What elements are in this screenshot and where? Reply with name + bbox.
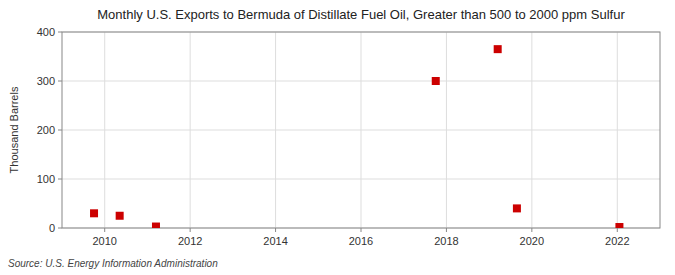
tick-y: [58, 179, 62, 180]
grid-line-x: [617, 32, 618, 228]
point: [494, 45, 502, 53]
point: [116, 212, 124, 220]
title: Monthly U.S. Exports to Bermuda of Disti…: [97, 7, 625, 22]
plot-frame: [62, 32, 660, 228]
tick-x: [361, 228, 362, 232]
tick-y: [58, 32, 62, 33]
tick-label-y: 300: [37, 75, 55, 87]
grid-line-x: [446, 32, 447, 228]
point: [90, 209, 98, 217]
point: [432, 77, 440, 85]
source-note: Source: U.S. Energy Information Administ…: [8, 258, 218, 269]
tick-label-x: 2012: [178, 235, 202, 247]
y-axis-label: Thousand Barrels: [8, 86, 20, 173]
tick-label-x: 2020: [520, 235, 544, 247]
tick-label-y: 0: [49, 222, 55, 234]
tick-x: [275, 228, 276, 232]
plot-area: [62, 32, 660, 228]
grid: [62, 32, 660, 228]
tick-label-x: 2022: [605, 235, 629, 247]
tick-label-x: 2018: [434, 235, 458, 247]
tick-x: [617, 228, 618, 232]
point: [513, 204, 521, 212]
tick-y: [58, 228, 62, 229]
tick-y: [58, 130, 62, 131]
tick-x: [104, 228, 105, 232]
tick-label-y: 200: [37, 124, 55, 136]
chart: 0 100 200 300 400 2010 2012 2014 2016 2018 2020 202…: [0, 0, 675, 275]
tick-label-x: 2014: [263, 235, 287, 247]
tick-x: [446, 228, 447, 232]
grid-line-x: [104, 32, 105, 228]
tick-x: [531, 228, 532, 232]
point: [152, 223, 160, 228]
grid-line-x: [275, 32, 276, 228]
points: [90, 45, 623, 228]
tick-label-x: 2010: [92, 235, 116, 247]
grid-line-x: [531, 32, 532, 228]
tick-label-y: 400: [37, 26, 55, 38]
tick-y: [58, 81, 62, 82]
tick-label-x: 2016: [349, 235, 373, 247]
axes: 0 100 200 300 400 2010 2012 2014 2016 2018 2020 202…: [37, 26, 630, 247]
grid-line-x: [361, 32, 362, 228]
grid-line-x: [190, 32, 191, 228]
point: [615, 223, 623, 228]
tick-label-y: 100: [37, 173, 55, 185]
tick-x: [190, 228, 191, 232]
